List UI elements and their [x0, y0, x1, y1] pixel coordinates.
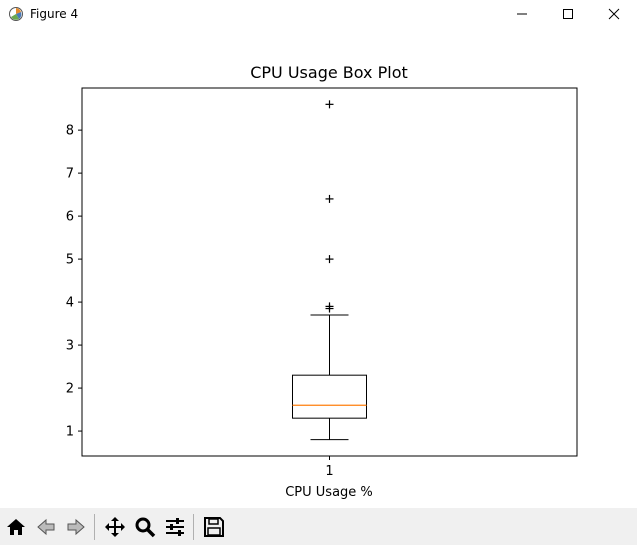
window-titlebar: Figure 4 [0, 0, 637, 28]
save-button[interactable] [200, 513, 228, 541]
box-series [292, 100, 367, 441]
figure-canvas[interactable]: CPU Usage Box Plot 1 2 3 4 5 6 7 8 1 CPU Usage … [0, 28, 637, 508]
forward-button[interactable] [62, 513, 90, 541]
y-tick-label: 7 [66, 167, 74, 182]
minimize-icon [517, 13, 527, 15]
back-button[interactable] [32, 513, 60, 541]
x-tick-label: 1 [325, 464, 333, 479]
minimize-button[interactable] [499, 0, 545, 28]
back-icon [37, 518, 55, 535]
outlier-marker [325, 302, 334, 311]
forward-icon [67, 518, 85, 535]
navigation-toolbar [0, 508, 637, 545]
window-title: Figure 4 [30, 7, 79, 21]
x-axis: 1 [325, 456, 334, 479]
x-axis-label: CPU Usage % [285, 485, 373, 500]
y-tick-label: 8 [66, 124, 74, 139]
y-tick-label: 5 [66, 253, 74, 268]
outlier-marker [325, 194, 334, 203]
pan-icon [105, 516, 125, 537]
pan-button[interactable] [101, 513, 129, 541]
home-button[interactable] [2, 513, 30, 541]
home-icon [7, 518, 25, 535]
matplotlib-icon [9, 7, 23, 21]
maximize-button[interactable] [545, 0, 591, 28]
box-plot-chart: CPU Usage Box Plot 1 2 3 4 5 6 7 8 1 CPU Usage … [66, 63, 578, 500]
configure-subplots-icon [166, 517, 184, 536]
toolbar-separator [193, 513, 194, 540]
chart-title: CPU Usage Box Plot [250, 63, 408, 82]
iqr-box [292, 374, 367, 419]
toolbar-separator [94, 513, 95, 540]
y-tick-label: 3 [66, 339, 74, 354]
y-tick-label: 4 [66, 296, 74, 311]
window-controls [499, 0, 637, 28]
outlier-marker [325, 100, 334, 109]
window-left-edge [0, 28, 2, 508]
plot-area-frame [81, 87, 578, 457]
save-icon [204, 516, 224, 537]
outlier-marker [325, 255, 334, 264]
maximize-icon [563, 9, 573, 19]
close-button[interactable] [591, 0, 637, 28]
y-tick-label: 1 [66, 425, 74, 440]
zoom-icon [135, 517, 156, 537]
y-tick-label: 6 [66, 210, 74, 225]
y-tick-label: 2 [66, 382, 74, 397]
y-axis: 1 2 3 4 5 6 7 8 [66, 124, 82, 440]
configure-subplots-button[interactable] [161, 513, 189, 541]
close-icon [608, 8, 620, 20]
zoom-button[interactable] [131, 513, 159, 541]
